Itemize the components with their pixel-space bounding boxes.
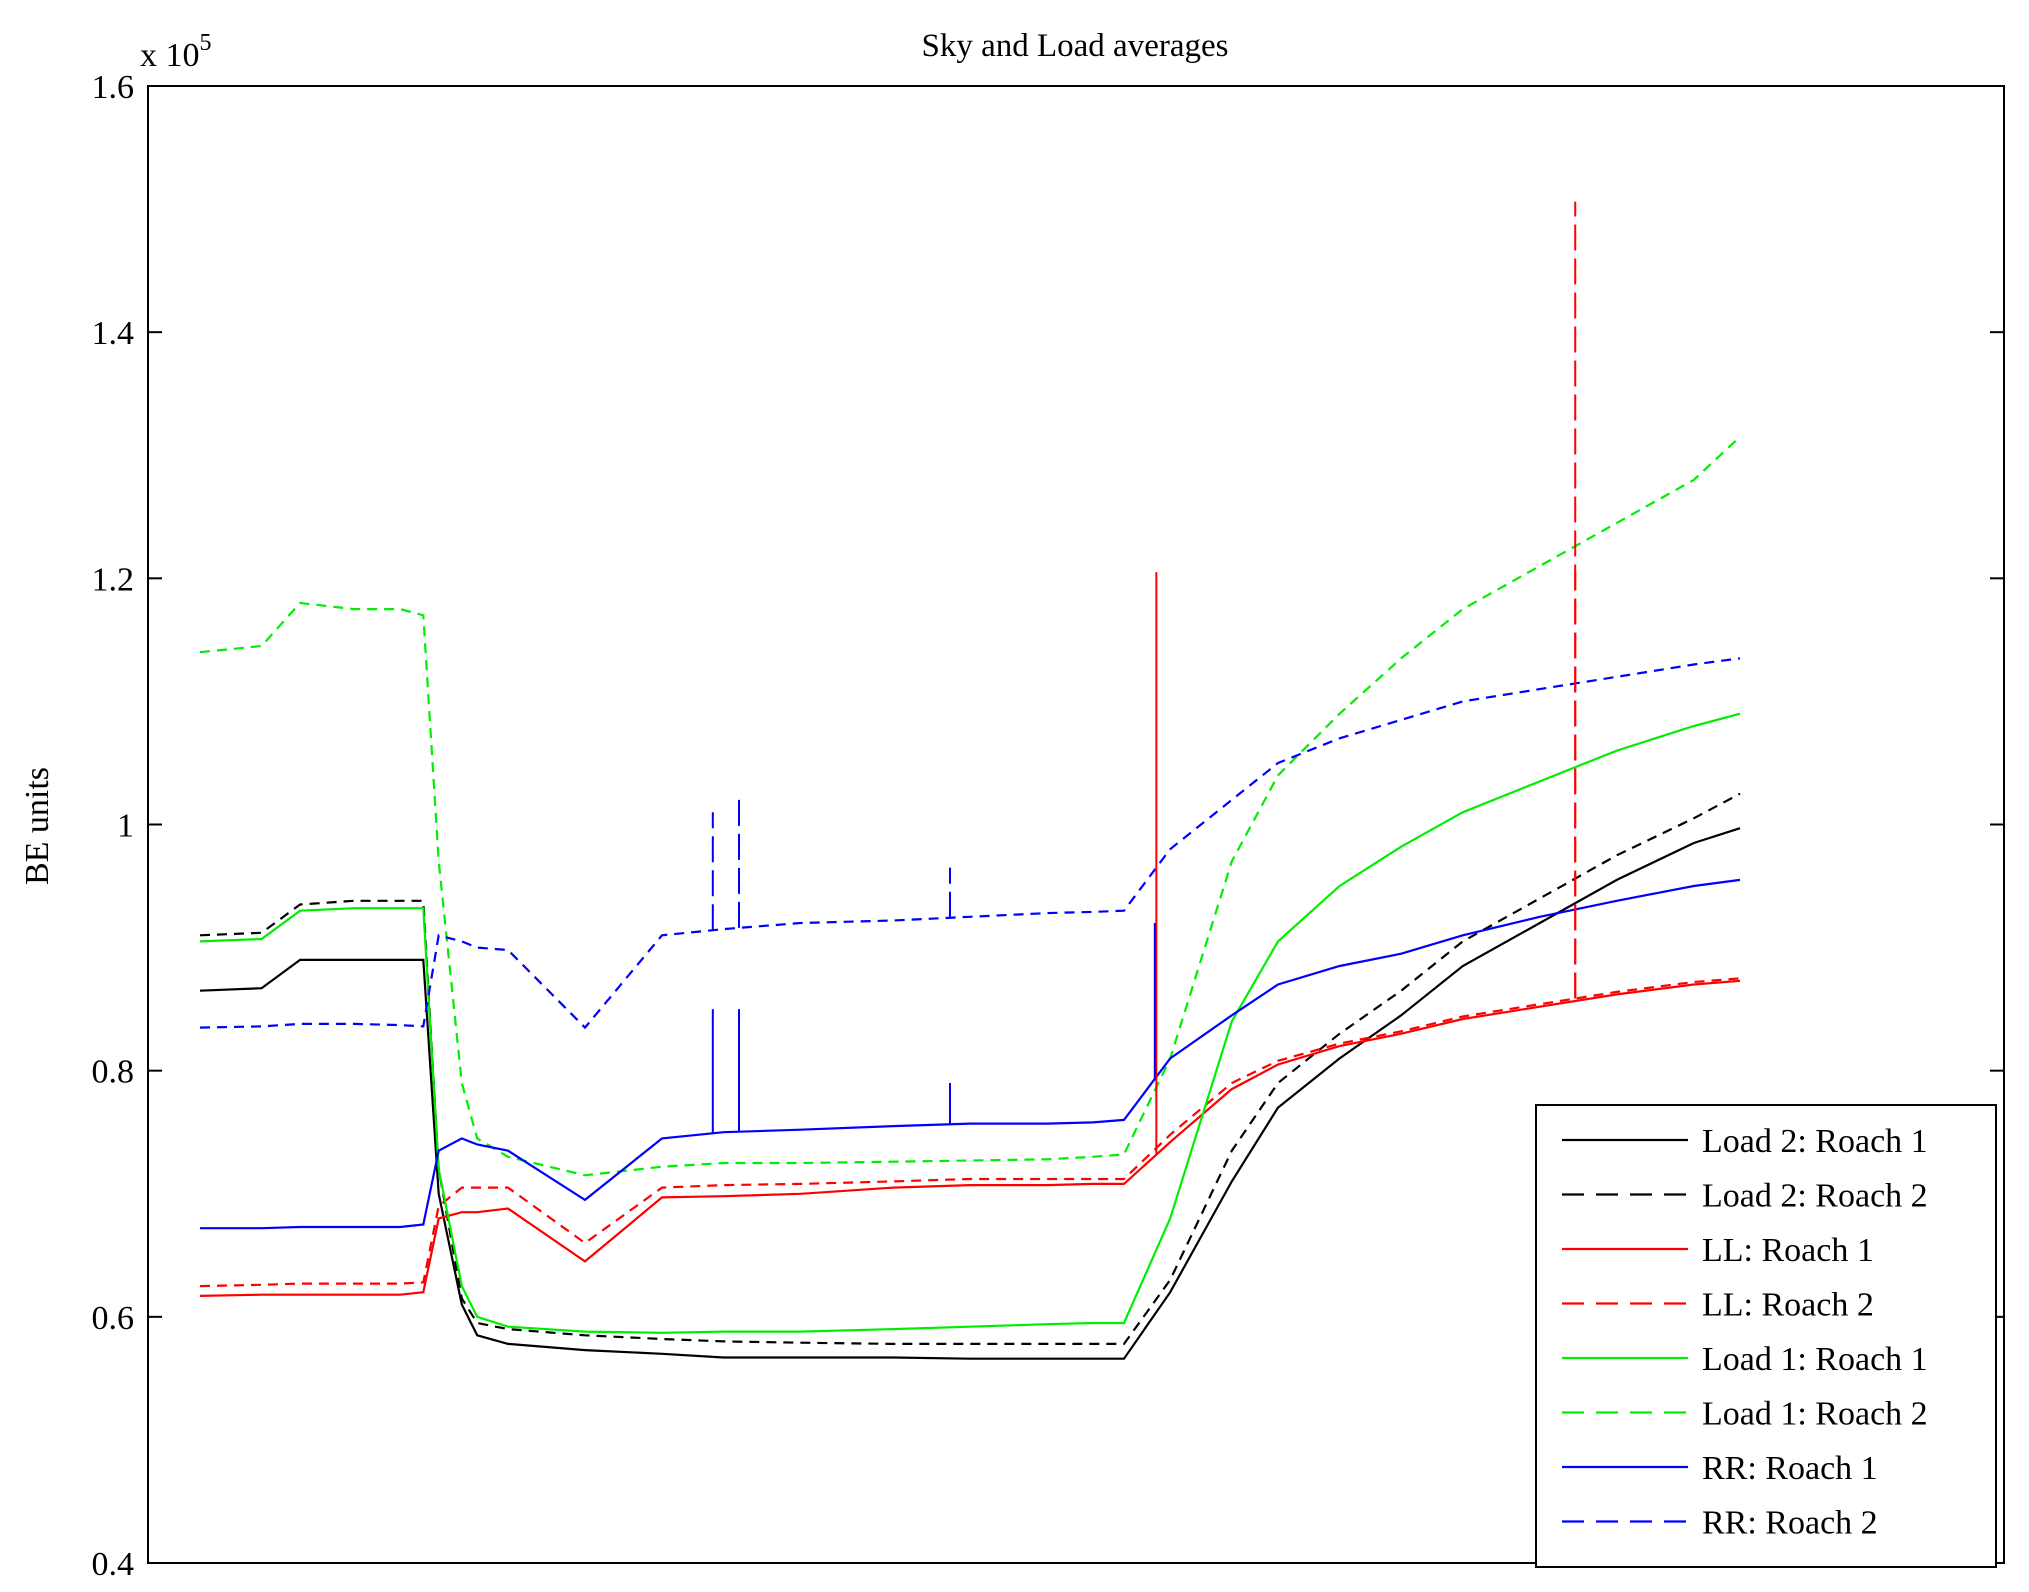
legend-box: [1535, 1104, 1997, 1568]
series-line: [199, 979, 1741, 1297]
legend-label: LL: Roach 2: [1702, 1287, 1874, 1324]
y-axis-ticks: 0.4 0.6 0.8 1 1.2 1.4 1.6: [92, 69, 2004, 1583]
series-line: [200, 878, 1741, 1230]
y-tick-label: 0.8: [92, 1054, 135, 1091]
y-tick-label: 1.4: [92, 315, 135, 352]
y-axis-label: BE units: [19, 767, 56, 885]
y-tick-label: 1: [117, 808, 134, 845]
y-tick-label: 1.6: [92, 69, 135, 106]
legend-label: RR: Roach 1: [1702, 1450, 1878, 1487]
series-line: [199, 792, 1741, 1346]
series-line: [199, 827, 1741, 1360]
y-multiplier-exponent: 5: [200, 30, 212, 56]
y-axis-multiplier: x 105: [140, 30, 212, 74]
y-tick-label: 1.2: [92, 561, 135, 598]
legend-label: Load 2: Roach 1: [1702, 1123, 1928, 1160]
legend-label: RR: Roach 2: [1702, 1505, 1878, 1542]
series-line: [199, 712, 1741, 1334]
legend: Load 2: Roach 1 Load 2: Roach 2 LL: Roach …: [1535, 1104, 1997, 1568]
legend-label: LL: Roach 1: [1702, 1232, 1874, 1269]
y-tick-label: 0.4: [92, 1546, 135, 1583]
legend-label: Load 2: Roach 2: [1702, 1178, 1928, 1215]
y-multiplier-base: x 10: [140, 37, 200, 74]
legend-label: Load 1: Roach 2: [1702, 1396, 1928, 1433]
y-tick-label: 0.6: [92, 1300, 135, 1337]
series-line: [199, 435, 1741, 1177]
plot-area-frame: [147, 85, 2005, 1564]
series-line: [199, 657, 1741, 1030]
chart-title: Sky and Load averages: [922, 28, 1229, 64]
legend-label: Load 1: Roach 1: [1702, 1341, 1928, 1378]
plot-lines: [199, 201, 1741, 1360]
